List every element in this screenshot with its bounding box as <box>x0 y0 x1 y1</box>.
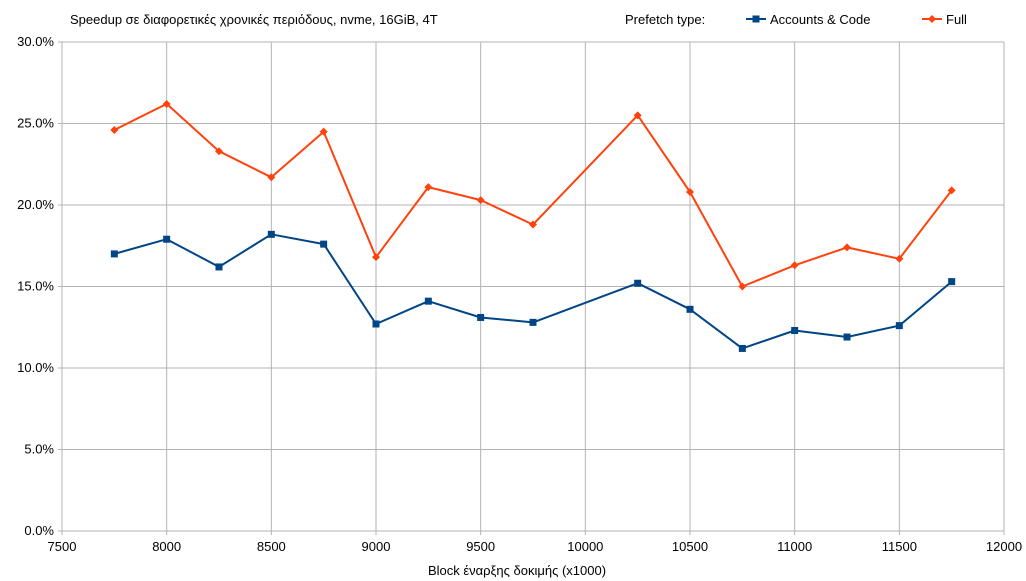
full-point <box>162 99 171 108</box>
full-point <box>372 253 380 262</box>
legend: Accounts & Code Full <box>746 12 967 27</box>
accounts-code-point <box>791 327 799 335</box>
legend-label: Full <box>946 12 967 27</box>
full-point <box>790 261 799 270</box>
x-tick-label: 10500 <box>672 539 708 554</box>
accounts-code-point <box>320 240 328 248</box>
legend-full-point <box>928 15 936 23</box>
full-point <box>267 173 276 182</box>
y-tick-label: 30.0% <box>17 34 54 49</box>
full-point <box>633 111 642 120</box>
accounts-code-point <box>110 250 118 258</box>
full-point <box>529 220 537 229</box>
axes: 0.0% 5.0% 10.0% 15.0% 20.0% 25.0% 30.0% 7500 800… <box>17 34 1022 554</box>
accounts-code-point <box>948 278 956 286</box>
y-tick-label: 0.0% <box>24 523 54 538</box>
full-point <box>738 282 747 291</box>
full-point <box>319 127 328 136</box>
full-point <box>110 126 119 135</box>
accounts-code-point <box>738 344 746 352</box>
series-line-full <box>113 102 953 288</box>
series-accounts-code <box>110 230 956 352</box>
x-tick-label: 10000 <box>567 539 603 554</box>
accounts-code-point <box>634 279 642 287</box>
grid <box>58 41 1005 535</box>
accounts-code-point <box>215 263 223 271</box>
accounts-code-point <box>895 322 903 330</box>
accounts-code-point <box>477 313 485 321</box>
x-tick-label: 8500 <box>257 539 286 554</box>
accounts-code-point <box>372 320 380 328</box>
x-tick-label: 11500 <box>882 539 917 554</box>
full-point <box>215 147 223 156</box>
x-tick-label: 8000 <box>152 539 181 554</box>
accounts-code-point <box>163 235 171 243</box>
accounts-code-point <box>424 297 432 305</box>
full-point <box>686 187 694 196</box>
accounts-code-point <box>267 230 275 238</box>
series-line-accounts-code <box>114 233 953 350</box>
x-axis-label: Block έναρξης δοκιμής (x1000) <box>428 563 606 578</box>
legend-title: Prefetch type: <box>625 12 705 27</box>
series-group <box>110 99 956 352</box>
y-tick-label: 5.0% <box>24 442 54 457</box>
y-tick-label: 20.0% <box>17 197 54 212</box>
legend-label: Accounts & Code <box>770 12 870 27</box>
x-tick-label: 9500 <box>466 539 495 554</box>
x-tick-label: 11000 <box>777 539 812 554</box>
x-tick-label: 12000 <box>986 539 1022 554</box>
accounts-code-point <box>843 333 851 341</box>
x-tick-label: 7500 <box>48 539 77 554</box>
x-tick-label: 9000 <box>362 539 391 554</box>
full-point <box>895 254 904 263</box>
full-point <box>424 183 433 192</box>
accounts-code-point <box>686 305 694 313</box>
series-full <box>110 99 956 291</box>
legend-accounts-code-point <box>752 15 760 23</box>
y-tick-label: 15.0% <box>17 279 54 294</box>
full-point <box>476 196 485 205</box>
chart-title: Speedup σε διαφορετικές χρονικές περιόδο… <box>70 12 438 27</box>
legend-item-accounts-code: Accounts & Code <box>746 12 870 27</box>
y-tick-label: 25.0% <box>17 116 54 131</box>
y-tick-label: 10.0% <box>17 360 54 375</box>
full-point <box>947 186 956 195</box>
full-point <box>843 243 851 252</box>
legend-item-full: Full <box>922 12 967 27</box>
accounts-code-point <box>529 318 537 326</box>
